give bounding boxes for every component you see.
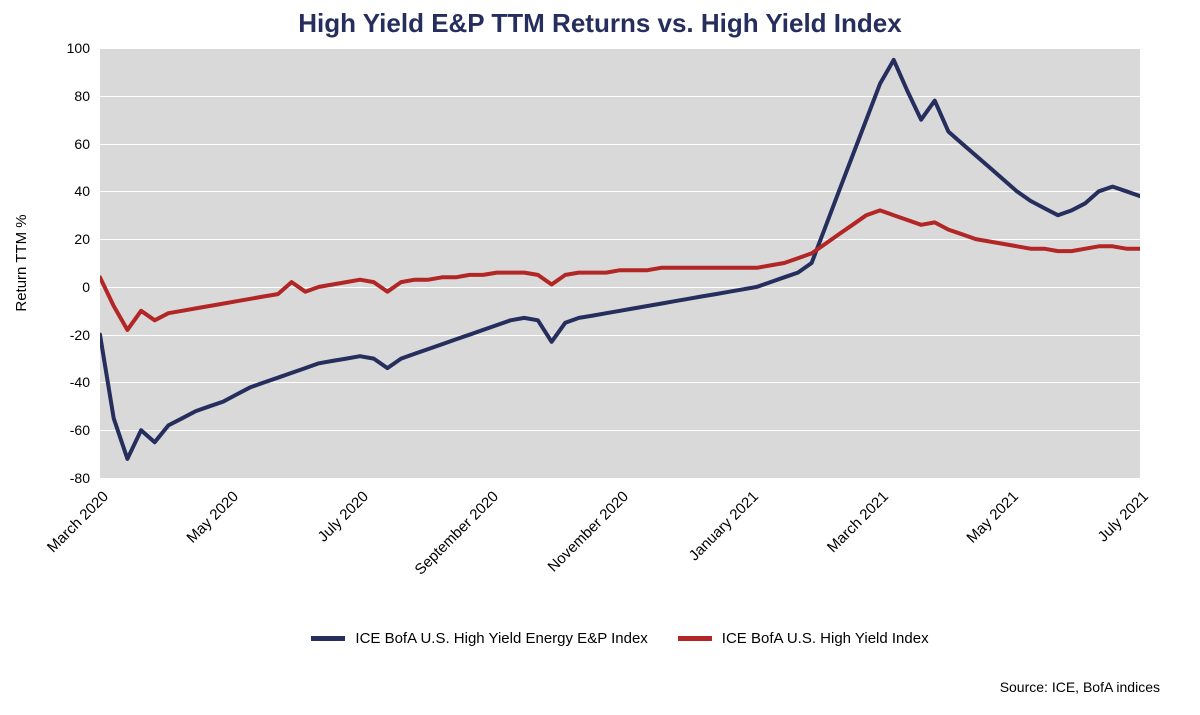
y-tick-label: 40 bbox=[50, 183, 90, 199]
y-tick-label: -20 bbox=[50, 327, 90, 343]
legend-label: ICE BofA U.S. High Yield Index bbox=[722, 630, 929, 647]
x-tick-label: March 2020 bbox=[44, 488, 112, 556]
chart-title: High Yield E&P TTM Returns vs. High Yiel… bbox=[0, 8, 1200, 39]
y-tick-label: -80 bbox=[50, 470, 90, 486]
legend-swatch bbox=[678, 636, 712, 641]
x-tick-label: November 2020 bbox=[545, 488, 632, 575]
legend: ICE BofA U.S. High Yield Energy E&P Inde… bbox=[100, 630, 1140, 647]
y-tick-label: 20 bbox=[50, 231, 90, 247]
source-citation: Source: ICE, BofA indices bbox=[1000, 679, 1160, 695]
chart-container: High Yield E&P TTM Returns vs. High Yiel… bbox=[0, 0, 1200, 715]
x-tick-label: July 2021 bbox=[1095, 488, 1152, 545]
plot-area bbox=[100, 48, 1140, 478]
legend-swatch bbox=[311, 636, 345, 641]
y-tick-label: -40 bbox=[50, 374, 90, 390]
x-tick-label: May 2021 bbox=[963, 488, 1022, 547]
y-tick-label: -60 bbox=[50, 422, 90, 438]
y-tick-label: 80 bbox=[50, 88, 90, 104]
series-line bbox=[100, 60, 1140, 459]
x-tick-label: July 2020 bbox=[315, 488, 372, 545]
legend-item: ICE BofA U.S. High Yield Index bbox=[678, 630, 929, 647]
y-tick-label: 0 bbox=[50, 279, 90, 295]
x-tick-label: September 2020 bbox=[412, 488, 502, 578]
y-axis-label: Return TTM % bbox=[13, 214, 30, 311]
line-layer bbox=[100, 48, 1140, 478]
x-tick-label: March 2021 bbox=[824, 488, 892, 556]
x-tick-label: May 2020 bbox=[183, 488, 242, 547]
y-tick-label: 100 bbox=[50, 40, 90, 56]
grid-line bbox=[100, 478, 1140, 479]
legend-label: ICE BofA U.S. High Yield Energy E&P Inde… bbox=[355, 630, 647, 647]
x-tick-label: January 2021 bbox=[686, 488, 762, 564]
y-tick-label: 60 bbox=[50, 136, 90, 152]
legend-item: ICE BofA U.S. High Yield Energy E&P Inde… bbox=[311, 630, 647, 647]
